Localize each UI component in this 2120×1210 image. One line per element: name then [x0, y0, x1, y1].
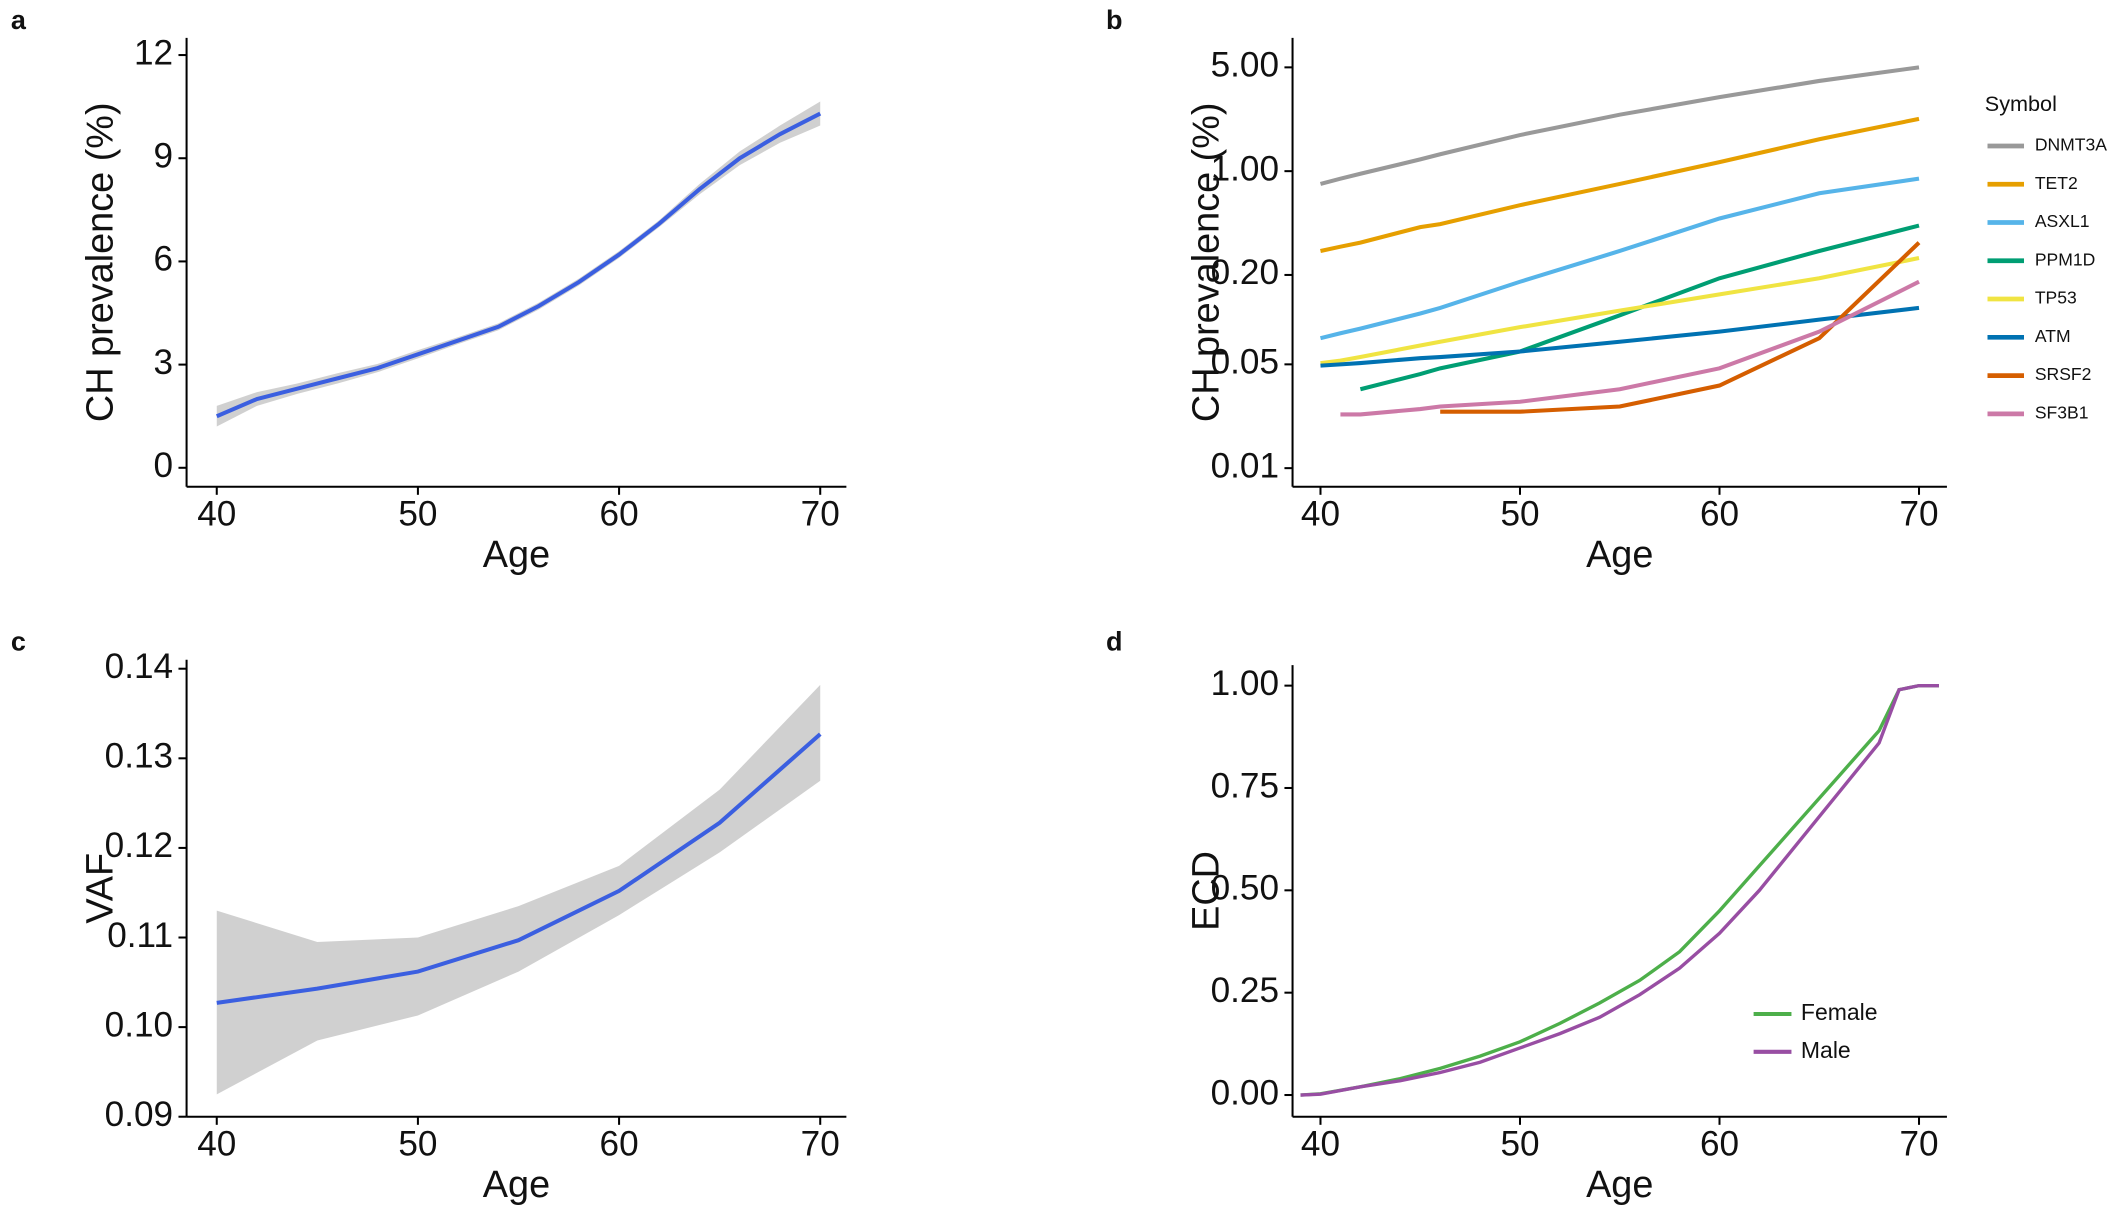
legend-label: PPM1D — [2035, 249, 2096, 269]
y-tick-label: 0.75 — [1211, 766, 1279, 805]
y-tick-label: 0.25 — [1211, 971, 1279, 1010]
x-tick-label: 50 — [398, 1125, 437, 1164]
y-tick-label: 12 — [134, 33, 173, 72]
legend-label: ASXL1 — [2035, 211, 2090, 231]
y-tick-label: 5.00 — [1211, 46, 1279, 85]
x-tick-label: 70 — [801, 1125, 840, 1164]
x-tick-label: 40 — [197, 1125, 236, 1164]
series-line — [1340, 279, 1920, 417]
x-tick-label: 50 — [398, 495, 437, 534]
panel-label: a — [11, 5, 27, 35]
legend-label: ATM — [2035, 326, 2071, 346]
x-tick-label: 60 — [1700, 495, 1739, 534]
y-tick-label: 0.20 — [1211, 253, 1279, 292]
y-tick-label: 0.10 — [105, 1005, 173, 1044]
y-axis-title: CH prevalence (%) — [80, 102, 122, 422]
x-tick-label: 70 — [801, 495, 840, 534]
x-tick-label: 70 — [1899, 1125, 1938, 1164]
y-tick-label: 0.13 — [105, 737, 173, 776]
legend-label: TP53 — [2035, 288, 2077, 308]
y-axis-title: VAF — [80, 853, 122, 924]
legend-label: SF3B1 — [2035, 402, 2089, 422]
x-axis-title: Age — [483, 534, 550, 576]
y-tick-label: 0 — [154, 446, 174, 485]
series-line — [1300, 683, 1939, 1097]
y-tick-label: 0.11 — [107, 916, 173, 955]
y-tick-label: 0.05 — [1211, 343, 1279, 382]
trend-line — [215, 111, 822, 419]
x-axis-title: Age — [483, 1164, 550, 1206]
y-tick-label: 1.00 — [1211, 664, 1279, 703]
series-line — [1320, 256, 1920, 366]
confidence-band — [216, 101, 821, 427]
y-tick-label: 3 — [154, 343, 174, 382]
series-line — [1359, 223, 1920, 392]
y-axis-title: CH prevalence (%) — [1186, 102, 1228, 422]
panel-label: b — [1106, 5, 1123, 35]
x-tick-label: 60 — [1700, 1125, 1739, 1164]
y-tick-label: 0.09 — [105, 1095, 173, 1134]
legend-label: Female — [1801, 999, 1878, 1025]
y-tick-label: 6 — [154, 240, 174, 279]
y-axis-title: ECD — [1186, 851, 1228, 931]
x-tick-label: 70 — [1899, 495, 1938, 534]
x-axis-title: Age — [1586, 1164, 1653, 1206]
series-line — [1320, 116, 1920, 253]
y-tick-label: 9 — [154, 137, 174, 176]
series-line — [1319, 176, 1920, 341]
y-tick-label: 1.00 — [1211, 149, 1279, 188]
panel-label: d — [1106, 627, 1123, 657]
confidence-band — [216, 684, 821, 1095]
y-tick-label: 0.14 — [105, 647, 173, 686]
x-axis-title: Age — [1586, 534, 1653, 576]
series-line — [1300, 683, 1939, 1097]
x-tick-label: 50 — [1500, 1125, 1539, 1164]
x-tick-label: 40 — [1301, 1125, 1340, 1164]
x-tick-label: 40 — [197, 495, 236, 534]
x-tick-label: 50 — [1500, 495, 1539, 534]
series-line — [1319, 65, 1920, 186]
x-tick-label: 60 — [600, 1125, 639, 1164]
y-tick-label: 0.50 — [1211, 869, 1279, 908]
legend-label: DNMT3A — [2035, 135, 2107, 155]
legend-label: TET2 — [2035, 173, 2078, 193]
panel-label: c — [11, 627, 26, 657]
legend-title: Symbol — [1985, 91, 2057, 116]
legend-label: Male — [1801, 1037, 1851, 1063]
y-tick-label: 0.12 — [105, 826, 173, 865]
y-tick-label: 0.00 — [1211, 1073, 1279, 1112]
x-tick-label: 40 — [1301, 495, 1340, 534]
series-line — [1320, 305, 1920, 368]
x-tick-label: 60 — [600, 495, 639, 534]
legend-label: SRSF2 — [2035, 364, 2092, 384]
y-tick-label: 0.01 — [1211, 446, 1279, 485]
trend-line — [216, 732, 822, 1005]
